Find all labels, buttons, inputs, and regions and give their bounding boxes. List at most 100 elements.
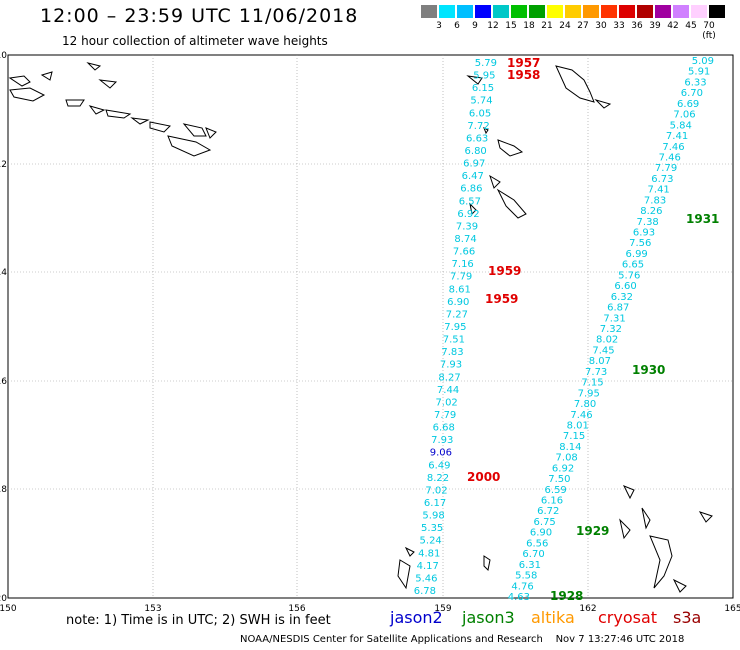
color-swatch	[547, 5, 563, 18]
wave-height-track-left: 5.79 5.956.15 5.746.05 7.726.63 6.80 6.976.47…	[414, 58, 497, 597]
color-swatch	[673, 5, 689, 18]
y-tick-label: 10	[0, 51, 7, 61]
wave-height-value: 7.41	[666, 131, 688, 142]
wave-height-value: 6.68	[433, 423, 455, 434]
wave-height-value: 6.47	[462, 171, 484, 182]
x-tick-label: 162	[579, 604, 596, 614]
color-swatch	[457, 5, 473, 18]
y-axis-labels: 10 12 14 16 18 20	[0, 51, 7, 604]
color-swatch	[475, 5, 491, 18]
pass-time-label: 2000	[467, 470, 500, 484]
wave-height-value: 8.14	[559, 442, 581, 453]
legend-satellite-jason3: jason3	[462, 608, 515, 627]
wave-height-value: 6.63	[466, 133, 488, 144]
wave-height-value: 8.02	[596, 335, 618, 346]
color-swatch	[493, 5, 509, 18]
wave-height-value: 6.75	[534, 517, 556, 528]
wave-height-value: 7.06	[673, 110, 695, 121]
coastline	[8, 62, 713, 593]
wave-height-value: 6.99	[626, 249, 648, 260]
wave-height-value: 6.92	[552, 463, 574, 474]
wave-height-value: 7.46	[659, 153, 681, 164]
wave-height-value: 6.69	[677, 99, 699, 110]
wave-height-value: 7.02	[436, 397, 458, 408]
units-note: note: 1) Time is in UTC; 2) SWH is in fe…	[66, 613, 331, 628]
x-tick-label: 150	[0, 604, 17, 614]
x-tick-label: 156	[288, 604, 305, 614]
color-swatch	[691, 5, 707, 18]
color-scale-label: 15	[505, 21, 517, 31]
color-swatch	[529, 5, 545, 18]
pass-time-label: 1957	[507, 56, 540, 70]
pass-time-label: 1959	[488, 264, 521, 278]
wave-height-value: 6.33	[684, 77, 706, 88]
wave-height-value: 5.84	[670, 120, 692, 131]
wave-height-value: 7.15	[581, 378, 603, 389]
wave-height-value: 7.31	[603, 313, 625, 324]
color-swatch	[583, 5, 599, 18]
wave-height-value: 7.93	[431, 435, 453, 446]
wave-height-value: 6.32	[611, 292, 633, 303]
wave-height-value: 6.86	[460, 184, 482, 195]
wave-height-value: 7.83	[441, 347, 463, 358]
wave-height-value: 6.05	[469, 108, 491, 119]
wave-height-value: 8.01	[567, 421, 589, 432]
wave-height-value: 6.49	[428, 460, 450, 471]
wave-height-value: 7.79	[450, 272, 472, 283]
x-tick-label: 165	[724, 604, 740, 614]
map-frame	[7, 54, 734, 599]
color-swatch	[601, 5, 617, 18]
wave-height-value: 6.56	[526, 538, 548, 549]
legend-satellite-s3a: s3a	[673, 608, 702, 627]
wave-height-value: 7.50	[548, 474, 570, 485]
wave-height-value: 6.16	[541, 496, 563, 507]
wave-height-value: 6.80	[465, 146, 487, 157]
wave-height-value: 8.22	[427, 473, 449, 484]
wave-height-value: 7.32	[600, 324, 622, 335]
wave-height-value: 5.24	[420, 536, 442, 547]
color-scale-label: 27	[577, 21, 589, 31]
legend-satellite-jason2: jason2	[390, 608, 443, 627]
wave-height-value: 6.90	[447, 297, 469, 308]
wave-height-value: 6.60	[614, 281, 636, 292]
wave-height-value: 6.90	[530, 528, 552, 539]
wave-height-value: 6.97	[463, 159, 485, 170]
wave-height-track-right: 5.095.916.336.706.697.065.847.417.467.46…	[508, 56, 714, 603]
y-tick-label: 18	[0, 485, 7, 495]
wave-height-value: 5.46	[415, 573, 437, 584]
wave-height-value: 6.87	[607, 303, 629, 314]
wave-height-value: 6.70	[681, 88, 703, 99]
wave-height-value: 8.61	[449, 284, 471, 295]
color-scale-label: 30	[595, 21, 607, 31]
wave-height-value: 5.91	[688, 67, 710, 78]
wave-height-value: 6.15	[472, 83, 494, 94]
wave-height-value: 5.76	[618, 270, 640, 281]
color-scale-label: 6	[454, 21, 460, 31]
legend-satellite-cryosat: cryosat	[598, 608, 658, 627]
wave-height-value: 6.31	[519, 560, 541, 571]
wave-height-value: 6.17	[424, 498, 446, 509]
color-scale-label: 21	[541, 21, 553, 31]
wave-height-value: 5.74	[470, 96, 492, 107]
wave-height-value: 7.93	[440, 360, 462, 371]
wave-height-value: 7.08	[556, 453, 578, 464]
wave-height-value: 7.27	[446, 309, 468, 320]
wave-height-value: 4.76	[511, 581, 533, 592]
wave-height-value: 7.73	[585, 367, 607, 378]
color-scale-label: 24	[559, 21, 571, 31]
color-swatch	[619, 5, 635, 18]
color-swatch	[655, 5, 671, 18]
color-scale-label: 12	[487, 21, 499, 31]
wave-height-value: 6.72	[537, 506, 559, 517]
wave-height-value: 5.58	[515, 571, 537, 582]
chart-subtitle: 12 hour collection of altimeter wave hei…	[62, 34, 328, 48]
wave-height-value: 8.07	[589, 356, 611, 367]
pass-time-label: 1958	[507, 68, 540, 82]
wave-height-value: 7.41	[648, 185, 670, 196]
y-tick-label: 16	[0, 377, 7, 387]
wave-height-value: 8.26	[640, 206, 662, 217]
credit-text: NOAA/NESDIS Center for Satellite Applica…	[240, 634, 543, 645]
wave-height-value: 8.27	[438, 372, 460, 383]
wave-height-value: 7.39	[456, 221, 478, 232]
